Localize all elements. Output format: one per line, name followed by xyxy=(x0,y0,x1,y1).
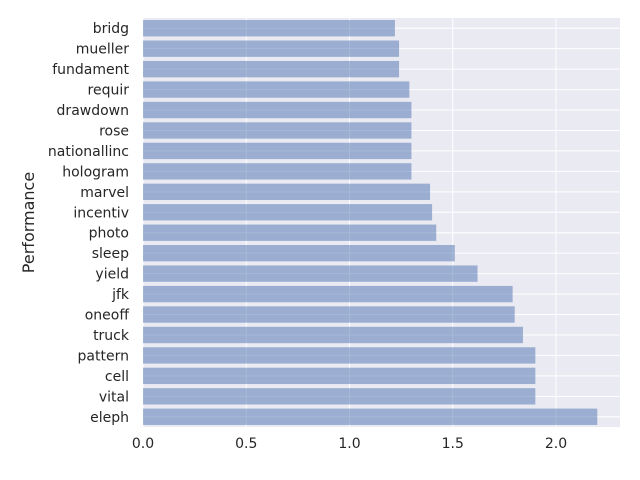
bar-truck xyxy=(143,326,523,344)
bar-mueller xyxy=(143,40,400,57)
y-tick-label: incentiv xyxy=(73,205,129,221)
bar-requir xyxy=(143,81,410,98)
y-tick-label: requir xyxy=(88,83,130,99)
bar-jfk xyxy=(143,285,513,303)
x-tick-label: 2.0 xyxy=(545,436,567,452)
y-tick-label: marvel xyxy=(80,185,129,201)
bar-fundament xyxy=(143,60,400,78)
x-axis-ticks: 0.0 0.5 1.0 1.5 2.0 xyxy=(132,436,567,452)
bar-drawdown xyxy=(143,101,412,119)
y-tick-label: jfk xyxy=(111,287,130,303)
bars xyxy=(143,20,598,425)
bar-oneoff xyxy=(143,306,515,323)
y-tick-label: hologram xyxy=(62,164,129,180)
y-tick-label: fundament xyxy=(52,62,129,78)
y-tick-label: photo xyxy=(89,226,129,242)
bar-cell xyxy=(143,367,536,385)
y-tick-label: yield xyxy=(95,267,129,283)
bar-bridg xyxy=(143,20,395,37)
y-tick-label: eleph xyxy=(90,410,129,426)
bar-rose xyxy=(143,122,412,139)
y-axis-ticks: eleph vital cell pattern truck oneoff jfk yield… xyxy=(48,21,130,426)
x-tick-label: 0.5 xyxy=(235,436,257,452)
y-tick-label: oneoff xyxy=(85,308,130,324)
bar-nationallinc xyxy=(143,142,412,160)
y-tick-label: truck xyxy=(93,328,130,344)
y-tick-label: cell xyxy=(105,369,129,385)
y-tick-label: bridg xyxy=(93,21,129,37)
bar-photo xyxy=(143,224,437,241)
y-tick-label: sleep xyxy=(92,246,129,262)
bar-yield xyxy=(143,265,478,282)
x-tick-label: 1.0 xyxy=(338,436,360,452)
y-tick-label: rose xyxy=(99,123,129,139)
y-axis-label: Performance xyxy=(19,172,38,273)
bar-marvel xyxy=(143,183,431,201)
x-tick-label: 0.0 xyxy=(132,436,154,452)
bar-vital xyxy=(143,388,536,405)
y-tick-label: vital xyxy=(99,389,129,405)
bar-incentiv xyxy=(143,204,433,221)
bar-eleph xyxy=(143,408,598,425)
plot-background xyxy=(143,18,620,427)
y-tick-label: pattern xyxy=(78,348,129,364)
bar-hologram xyxy=(143,163,412,180)
y-tick-label: nationallinc xyxy=(48,144,129,160)
bar-sleep xyxy=(143,244,455,262)
x-tick-label: 1.5 xyxy=(442,436,464,452)
y-tick-label: drawdown xyxy=(57,103,129,119)
bar-pattern xyxy=(143,347,536,364)
y-tick-label: mueller xyxy=(76,42,130,58)
